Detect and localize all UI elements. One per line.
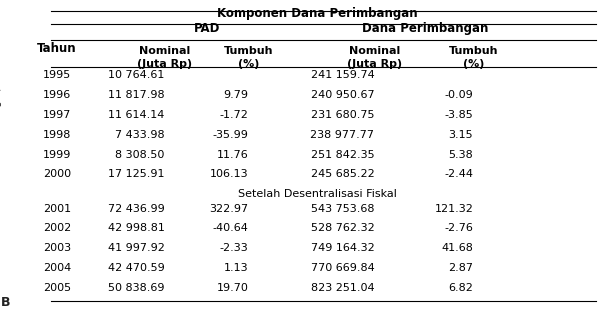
Text: 823 251.04: 823 251.04 bbox=[311, 283, 374, 293]
Text: 543 753.68: 543 753.68 bbox=[311, 204, 374, 213]
Text: 749 164.32: 749 164.32 bbox=[311, 243, 374, 253]
Text: 2005: 2005 bbox=[43, 283, 71, 293]
Text: 42 470.59: 42 470.59 bbox=[108, 263, 165, 273]
Text: Tumbuh
(%): Tumbuh (%) bbox=[224, 46, 273, 69]
Text: -35.99: -35.99 bbox=[213, 130, 249, 140]
Text: 19.70: 19.70 bbox=[217, 283, 249, 293]
Text: 11 817.98: 11 817.98 bbox=[108, 90, 165, 100]
Text: 9.79: 9.79 bbox=[223, 90, 249, 100]
Text: 322.97: 322.97 bbox=[210, 204, 249, 213]
Text: B: B bbox=[1, 296, 11, 309]
Text: 41.68: 41.68 bbox=[441, 243, 473, 253]
Text: 17 125.91: 17 125.91 bbox=[108, 169, 165, 180]
Text: 106.13: 106.13 bbox=[210, 169, 249, 180]
Text: -2.44: -2.44 bbox=[444, 169, 473, 180]
Text: 41 997.92: 41 997.92 bbox=[108, 243, 165, 253]
Text: Pertanian Bogor): Pertanian Bogor) bbox=[0, 87, 2, 169]
Text: 231 680.75: 231 680.75 bbox=[311, 110, 374, 120]
Text: 121.32: 121.32 bbox=[434, 204, 473, 213]
Text: 251 842.35: 251 842.35 bbox=[311, 149, 374, 160]
Text: 72 436.99: 72 436.99 bbox=[108, 204, 165, 213]
Text: 238 977.77: 238 977.77 bbox=[310, 130, 374, 140]
Text: Nominal
(Juta Rp): Nominal (Juta Rp) bbox=[347, 46, 402, 69]
Text: -2.76: -2.76 bbox=[444, 223, 473, 233]
Text: Komponen Dana Perimbangan: Komponen Dana Perimbangan bbox=[217, 7, 418, 20]
Text: 11 614.14: 11 614.14 bbox=[108, 110, 165, 120]
Text: 770 669.84: 770 669.84 bbox=[311, 263, 374, 273]
Text: -2.33: -2.33 bbox=[220, 243, 249, 253]
Text: 50 838.69: 50 838.69 bbox=[108, 283, 165, 293]
Text: 1998: 1998 bbox=[43, 130, 71, 140]
Text: 2000: 2000 bbox=[43, 169, 71, 180]
Text: Dana Perimbangan: Dana Perimbangan bbox=[362, 22, 488, 35]
Text: 2001: 2001 bbox=[43, 204, 71, 213]
Text: 240 950.67: 240 950.67 bbox=[311, 90, 374, 100]
Text: -1.72: -1.72 bbox=[220, 110, 249, 120]
Text: 10 764.61: 10 764.61 bbox=[108, 70, 165, 80]
Text: -40.64: -40.64 bbox=[213, 223, 249, 233]
Text: 7 433.98: 7 433.98 bbox=[115, 130, 165, 140]
Text: 3.15: 3.15 bbox=[449, 130, 473, 140]
Text: 11.76: 11.76 bbox=[217, 149, 249, 160]
Text: 2.87: 2.87 bbox=[448, 263, 473, 273]
Text: 1996: 1996 bbox=[43, 90, 71, 100]
Text: 6.82: 6.82 bbox=[448, 283, 473, 293]
Text: 245 685.22: 245 685.22 bbox=[311, 169, 374, 180]
Text: 1995: 1995 bbox=[43, 70, 71, 80]
Text: 2004: 2004 bbox=[43, 263, 71, 273]
Text: 1999: 1999 bbox=[43, 149, 71, 160]
Text: PAD: PAD bbox=[193, 22, 220, 35]
Text: Setelah Desentralisasi Fiskal: Setelah Desentralisasi Fiskal bbox=[238, 189, 397, 199]
Text: 5.38: 5.38 bbox=[449, 149, 473, 160]
Text: Nominal
(Juta Rp): Nominal (Juta Rp) bbox=[137, 46, 192, 69]
Text: Tahun: Tahun bbox=[37, 42, 77, 54]
Text: 1.13: 1.13 bbox=[224, 263, 249, 273]
Text: 2002: 2002 bbox=[43, 223, 71, 233]
Text: 2003: 2003 bbox=[43, 243, 71, 253]
Text: 42 998.81: 42 998.81 bbox=[108, 223, 165, 233]
Text: -3.85: -3.85 bbox=[444, 110, 473, 120]
Text: Tumbuh
(%): Tumbuh (%) bbox=[449, 46, 498, 69]
Text: 241 159.74: 241 159.74 bbox=[311, 70, 374, 80]
Text: -0.09: -0.09 bbox=[444, 90, 473, 100]
Text: 8 308.50: 8 308.50 bbox=[116, 149, 165, 160]
Text: 528 762.32: 528 762.32 bbox=[311, 223, 374, 233]
Text: 1997: 1997 bbox=[43, 110, 71, 120]
